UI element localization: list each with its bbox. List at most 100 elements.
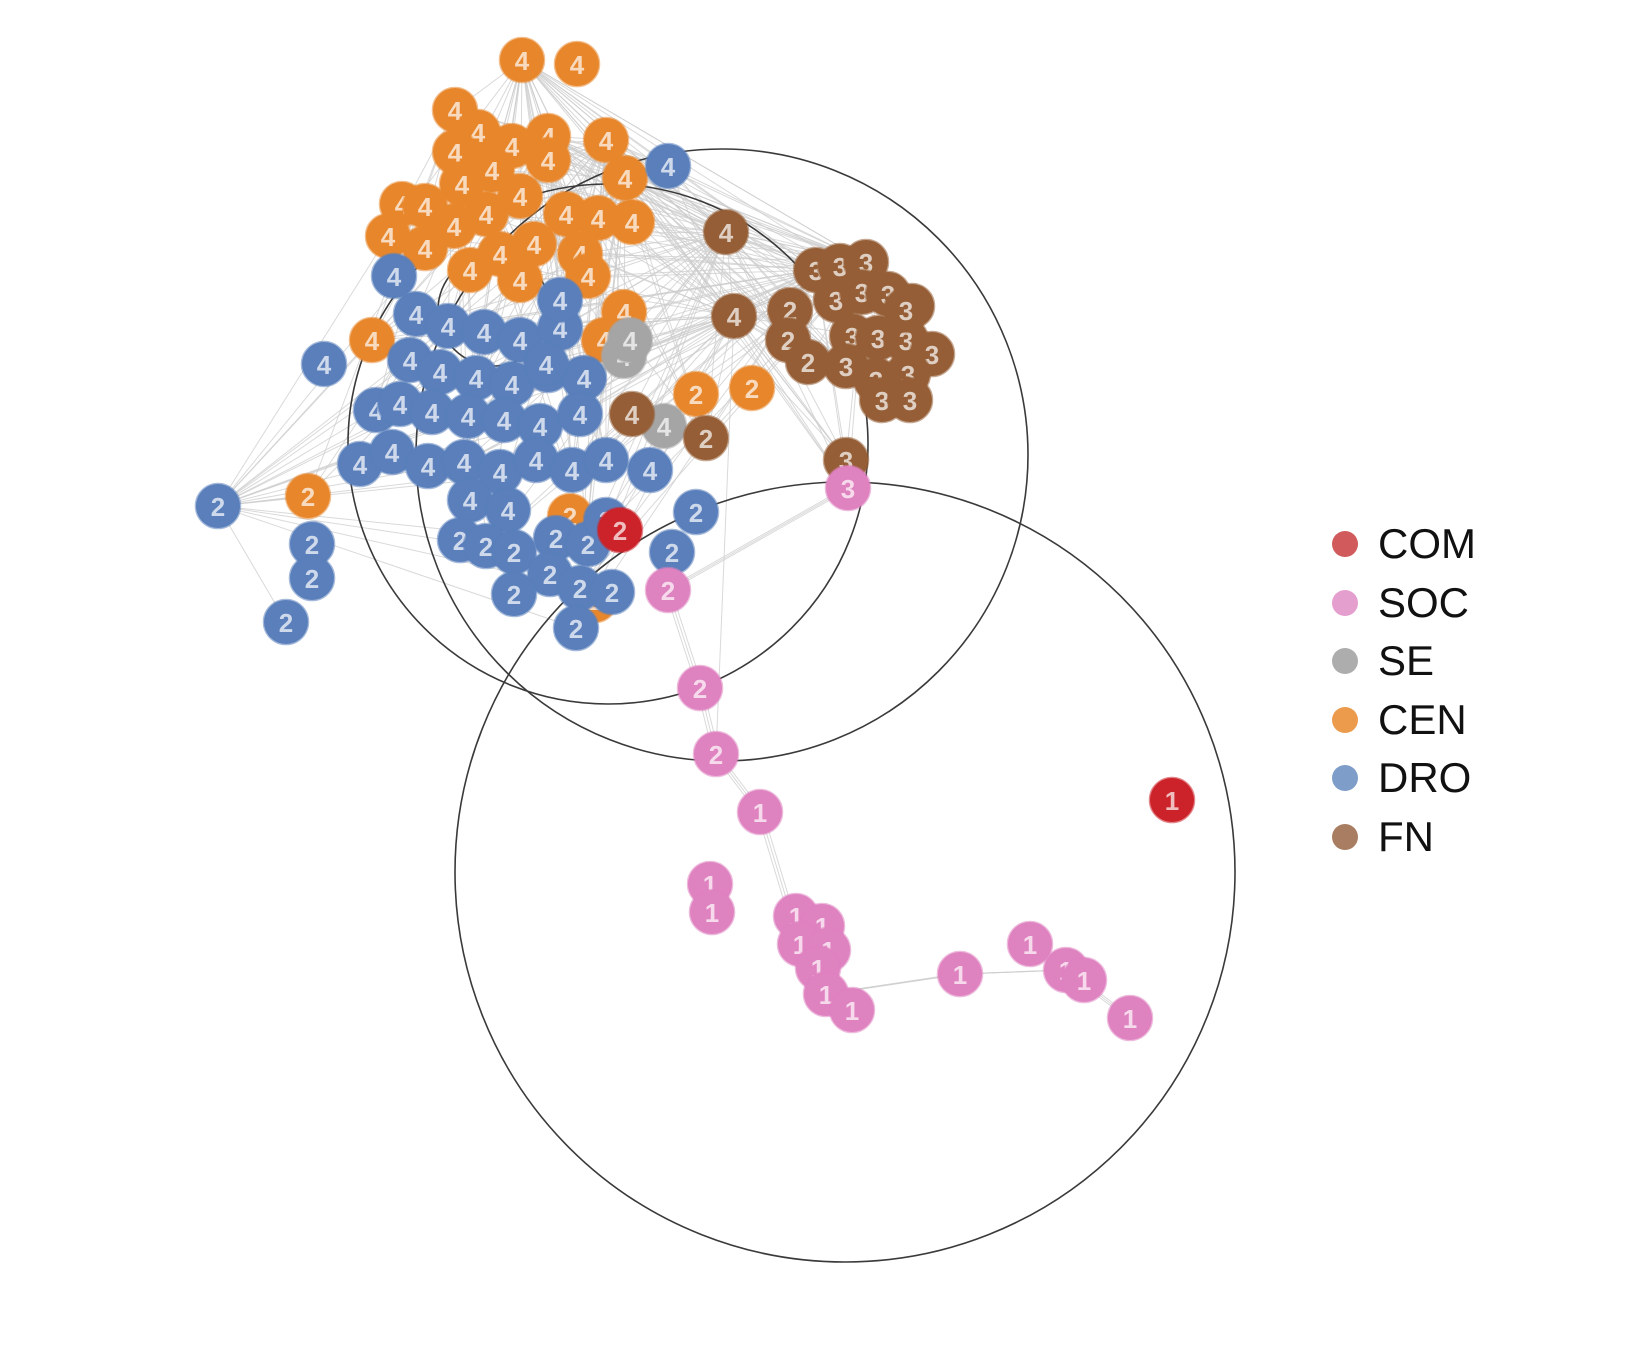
node-circle (588, 568, 636, 616)
node-dro[interactable]: 4 (484, 486, 532, 534)
node-soc[interactable]: 2 (692, 730, 740, 778)
legend-swatch-fn (1332, 823, 1358, 850)
legend-item-com[interactable]: COM (1332, 515, 1476, 574)
node-cen[interactable]: 4 (510, 220, 558, 268)
node-soc[interactable]: 1 (1006, 920, 1054, 968)
node-dro[interactable]: 2 (672, 488, 720, 536)
node-com[interactable]: 2 (596, 506, 644, 554)
node-fn[interactable]: 4 (702, 208, 750, 256)
node-label: 4 (463, 486, 478, 516)
node-label: 3 (839, 352, 853, 382)
node-dro[interactable]: 4 (626, 446, 674, 494)
node-dro[interactable]: 4 (536, 276, 584, 324)
node-label: 1 (705, 898, 719, 928)
node-cen[interactable]: 4 (462, 190, 510, 238)
node-label: 2 (305, 530, 319, 560)
node-cen[interactable]: 4 (608, 198, 656, 246)
node-circle (556, 390, 604, 438)
node-se[interactable]: 4 (606, 316, 654, 364)
node-dro[interactable]: 4 (370, 252, 418, 300)
node-label: 2 (507, 580, 521, 610)
node-fn[interactable]: 4 (608, 390, 656, 438)
node-label: 4 (559, 200, 574, 230)
node-fn[interactable]: 4 (710, 292, 758, 340)
node-cen[interactable]: 4 (446, 246, 494, 294)
node-dro[interactable]: 2 (588, 568, 636, 616)
node-dro[interactable]: 4 (556, 390, 604, 438)
node-label: 2 (693, 674, 707, 704)
node-dro[interactable]: 4 (424, 302, 472, 350)
node-dro[interactable]: 2 (490, 570, 538, 618)
node-soc[interactable]: 2 (676, 664, 724, 712)
legend-item-dro[interactable]: DRO (1332, 749, 1476, 808)
node-label: 4 (365, 326, 380, 356)
node-cen[interactable]: 4 (601, 154, 649, 202)
node-cen[interactable]: 4 (553, 40, 601, 88)
node-dro[interactable]: 4 (582, 436, 630, 484)
node-dro[interactable]: 4 (560, 354, 608, 402)
node-dro[interactable]: 2 (288, 520, 336, 568)
node-label: 4 (421, 452, 436, 482)
node-label: 2 (689, 380, 703, 410)
legend-label-soc: SOC (1378, 578, 1470, 626)
node-fn[interactable]: 3 (882, 286, 930, 334)
node-dro[interactable]: 2 (262, 598, 310, 646)
node-dro[interactable]: 2 (194, 482, 242, 530)
legend-item-soc[interactable]: SOC (1332, 574, 1476, 633)
node-soc[interactable]: 1 (828, 986, 876, 1034)
node-cen[interactable]: 2 (284, 472, 332, 520)
node-label: 4 (433, 358, 448, 388)
node-cen[interactable]: 4 (498, 36, 546, 84)
node-cen[interactable]: 4 (496, 256, 544, 304)
node-fn[interactable]: 2 (682, 414, 730, 462)
node-cen[interactable]: 2 (672, 370, 720, 418)
node-label: 4 (461, 402, 476, 432)
node-soc[interactable]: 3 (824, 464, 872, 512)
node-label: 4 (573, 400, 588, 430)
node-soc[interactable]: 1 (936, 950, 984, 998)
node-circle (672, 370, 720, 418)
node-label: 2 (613, 516, 627, 546)
node-cen[interactable]: 4 (468, 146, 516, 194)
node-cen[interactable]: 4 (496, 172, 544, 220)
node-label: 3 (875, 386, 889, 416)
node-fn[interactable]: 2 (784, 338, 832, 386)
legend-item-cen[interactable]: CEN (1332, 691, 1476, 750)
node-soc[interactable]: 1 (736, 788, 784, 836)
node-cen[interactable]: 4 (364, 212, 412, 260)
node-circle (300, 340, 348, 388)
node-cen[interactable]: 4 (582, 116, 630, 164)
node-dro[interactable]: 2 (288, 554, 336, 602)
legend-item-se[interactable]: SE (1332, 632, 1476, 691)
node-dro[interactable]: 4 (444, 392, 492, 440)
node-dro[interactable]: 4 (300, 340, 348, 388)
legend-item-fn[interactable]: FN (1332, 808, 1476, 867)
node-soc[interactable]: 1 (1106, 994, 1154, 1042)
node-dro[interactable]: 4 (368, 428, 416, 476)
node-soc[interactable]: 1 (688, 888, 736, 936)
node-dro[interactable]: 4 (480, 396, 528, 444)
node-dro[interactable]: 4 (522, 340, 570, 388)
edge (670, 487, 852, 591)
node-com[interactable]: 1 (1148, 776, 1196, 824)
node-dro[interactable]: 4 (512, 436, 560, 484)
node-soc[interactable]: 1 (1060, 956, 1108, 1004)
node-cen[interactable]: 2 (728, 364, 776, 412)
nodes-layer: 4444444444444444444444444444444222224444… (194, 36, 1196, 1042)
node-dro[interactable]: 2 (552, 604, 600, 652)
node-dro[interactable]: 4 (644, 142, 692, 190)
node-label: 4 (599, 126, 614, 156)
node-label: 1 (1023, 930, 1037, 960)
node-soc[interactable]: 2 (644, 566, 692, 614)
node-cen[interactable]: 4 (348, 316, 396, 364)
node-dro[interactable]: 4 (476, 448, 524, 496)
node-dro[interactable]: 4 (404, 442, 452, 490)
node-cen[interactable]: 4 (524, 136, 572, 184)
node-circle (828, 986, 876, 1034)
node-circle (710, 292, 758, 340)
node-fn[interactable]: 3 (886, 376, 934, 424)
legend-label-se: SE (1378, 637, 1435, 685)
node-label: 4 (455, 170, 470, 200)
node-circle (1060, 956, 1108, 1004)
